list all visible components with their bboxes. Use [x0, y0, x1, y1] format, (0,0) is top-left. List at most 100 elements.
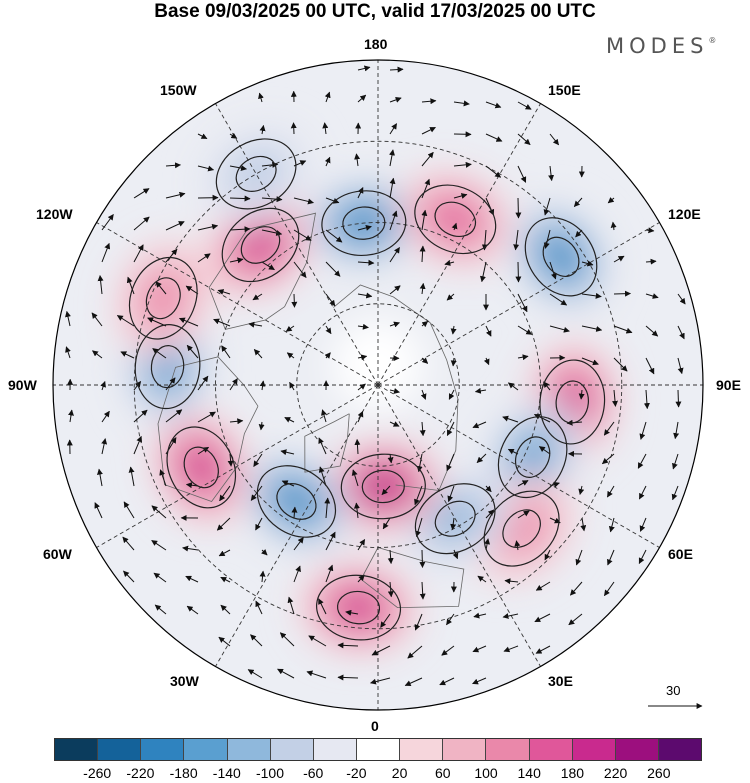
- colorbar-ticks: -260 -220 -180 -140 -100 -60 -20 20 60 100 140 180 2…: [54, 765, 702, 783]
- wind-vector-icon: [549, 325, 570, 333]
- wind-vector-icon: [357, 410, 364, 423]
- wind-vector-icon: [325, 325, 332, 335]
- wind-vector-icon: [152, 348, 167, 359]
- colorbar-swatch: [140, 739, 184, 760]
- contour-pos-atlantic: [166, 426, 237, 509]
- wind-vector-icon: [671, 485, 679, 501]
- wind-vector-icon: [293, 229, 312, 241]
- wind-vector-icon: [325, 293, 336, 307]
- wind-vector-icon: [387, 581, 394, 598]
- wind-vector-icon: [197, 223, 219, 231]
- wind-vector-icon: [504, 578, 519, 585]
- wind-vector-icon: [581, 357, 599, 366]
- wind-vector-icon: [371, 645, 391, 656]
- wind-vector-icon: [420, 389, 427, 400]
- wind-vector-icon: [485, 101, 502, 109]
- wind-vector-icon: [381, 485, 391, 496]
- wind-vector-icon: [229, 165, 247, 171]
- wind-vector-icon: [155, 281, 167, 295]
- contour-lines: [128, 138, 606, 641]
- wind-vector-icon: [185, 285, 199, 295]
- anomaly-pos-north-america-west: [142, 273, 184, 324]
- wind-vector-icon: [452, 549, 459, 560]
- wind-vector-icon: [218, 549, 231, 557]
- wind-vector-icon: [227, 453, 234, 467]
- wind-vector-icon: [613, 290, 631, 297]
- wind-vector-icon: [382, 517, 391, 530]
- wind-vector-icon: [608, 517, 615, 533]
- wind-vector-icon: [645, 357, 655, 375]
- wind-vector-icon: [517, 354, 529, 361]
- contour-neg-europe: [414, 483, 496, 555]
- wind-vector-icon: [419, 549, 426, 568]
- wind-vector-icon: [321, 409, 327, 423]
- colorbar-tick-label: 140: [517, 765, 541, 781]
- contour-inner-pos-north-pacific-east: [240, 226, 281, 264]
- wind-vector-icon: [337, 674, 359, 681]
- wind-vector-icon: [197, 253, 211, 263]
- wind-vector-icon: [645, 227, 655, 234]
- meridian-line: [96, 384, 379, 548]
- wind-vector-icon: [229, 226, 251, 233]
- wind-vector-icon: [446, 613, 455, 626]
- meridian-line: [377, 222, 660, 386]
- wind-vector-icon: [216, 517, 231, 531]
- wind-vector-icon: [92, 350, 103, 359]
- wind-vector-icon: [255, 517, 263, 531]
- wind-vector-icon: [197, 446, 210, 455]
- wind-vector-icon: [389, 97, 402, 103]
- colorbar-swatch: [614, 739, 658, 760]
- wind-vector-icon: [153, 572, 167, 583]
- wind-vector-icon: [389, 421, 400, 427]
- wind-vector-icon: [253, 349, 263, 359]
- wind-vector-icon: [213, 318, 231, 327]
- colorbar-swatch: [269, 739, 313, 760]
- wind-vector-icon: [101, 410, 110, 423]
- colorbar-tick-label: -20: [346, 765, 367, 781]
- wind-vector-icon: [389, 123, 398, 135]
- wind-vector-icon: [185, 575, 199, 583]
- wind-vector-icon: [178, 317, 199, 327]
- wind-vector-icon: [186, 344, 199, 359]
- wind-vector-icon: [133, 381, 142, 391]
- wind-vector-icon: [280, 449, 295, 456]
- colorbar-tick-label: 220: [603, 765, 628, 781]
- wind-vector-icon: [389, 246, 400, 263]
- wind-vector-icon: [357, 354, 368, 361]
- lon-label-60e: 60E: [668, 546, 693, 562]
- wind-vector-icon: [123, 501, 135, 519]
- wind-vector-icon: [389, 149, 395, 167]
- wind-vector-icon: [229, 257, 244, 264]
- wind-vector-icon: [421, 321, 429, 328]
- anomaly-neg-north-atlantic: [281, 487, 312, 516]
- contour-inner-neg-north-atlantic: [276, 483, 317, 520]
- wind-vector-icon: [421, 178, 431, 199]
- contour-inner-neg-east-siberia: [542, 236, 580, 277]
- contour-inner-neg-alaska: [235, 155, 277, 192]
- contour-pos-mid-atlantic-south: [315, 574, 402, 641]
- wind-vector-icon: [453, 193, 468, 199]
- contour-inner-pos-middle-east: [502, 509, 541, 548]
- wind-vector-icon: [197, 133, 208, 140]
- colorbar-tick-label: 20: [391, 765, 408, 781]
- wind-vector-icon: [549, 133, 559, 146]
- wind-vector-icon: [325, 197, 340, 204]
- wind-vector-icon: [568, 613, 583, 626]
- meridian-line: [377, 384, 541, 667]
- wind-vector-icon: [123, 570, 135, 583]
- wind-vector-icon: [133, 409, 148, 423]
- colorbar-swatch: [442, 739, 486, 760]
- wind-vector-icon: [291, 293, 298, 308]
- wind-vector-icon: [485, 509, 495, 519]
- wind-vector-icon: [229, 378, 238, 391]
- wind-vector-icon: [229, 132, 238, 139]
- anomaly-neg-east-siberia: [547, 241, 575, 273]
- colorbar-tick-label: 260: [647, 765, 671, 781]
- wind-vector-icon: [485, 485, 492, 493]
- wind-vector-icon: [159, 469, 167, 487]
- wind-vector-icon: [517, 480, 529, 487]
- wind-vector-icon: [481, 229, 488, 251]
- contour-inner-neg-europe: [434, 500, 476, 537]
- wind-vector-icon: [446, 453, 455, 472]
- wind-vector-icon: [415, 517, 423, 538]
